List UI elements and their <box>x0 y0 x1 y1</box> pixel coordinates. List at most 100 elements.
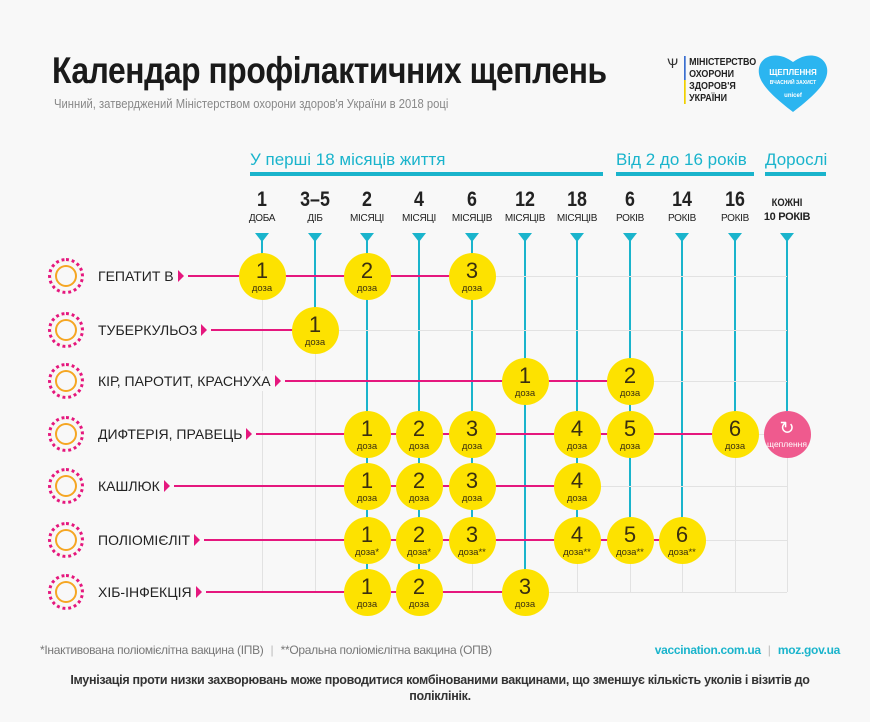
dose-label: доза <box>406 546 428 558</box>
dose-label: доза <box>354 546 376 558</box>
dose-label: доза <box>461 492 483 504</box>
dose-circle: 3 доза <box>501 568 549 616</box>
dose-footnote-mark: * <box>427 546 432 558</box>
ipv-footnote: *Інактивована поліомієлітна вакцина (ІПВ… <box>40 643 264 657</box>
page-title: Календар профілактичних щеплень <box>52 50 607 91</box>
column-header: 3–5 ДІБ <box>290 188 340 226</box>
dose-number: 2 <box>623 362 637 388</box>
arrow-icon <box>274 375 281 387</box>
dose-footnote-mark: ** <box>478 546 486 558</box>
column-value: 6 <box>467 188 477 211</box>
dose-circle: 6 доза** <box>658 516 706 564</box>
column-header: 4 МІСЯЦІ <box>394 188 444 226</box>
dose-circle: 3 доза <box>448 410 496 458</box>
dose-circle: 5 доза <box>606 410 654 458</box>
dose-circle: 1 доза* <box>343 516 391 564</box>
column-value: 12 <box>515 188 535 211</box>
column-header: 6 РОКІВ <box>605 188 655 226</box>
column-unit: РОКІВ <box>667 213 696 224</box>
column-marker-icon <box>412 233 426 242</box>
column-header: 12 МІСЯЦІВ <box>500 188 550 226</box>
dose-number: 4 <box>570 467 584 493</box>
dose-number: 5 <box>623 521 637 547</box>
dose-label: доза <box>408 440 430 452</box>
dose-number: 6 <box>675 521 689 547</box>
dose-number: 1 <box>255 257 269 283</box>
dose-number: 1 <box>360 521 374 547</box>
column-header: 1 ДОБА <box>237 188 287 226</box>
dose-label: доза <box>458 546 479 558</box>
disease-name: ГЕПАТИТ В <box>98 268 174 284</box>
dose-label: доза <box>461 282 483 294</box>
group-underline <box>250 172 603 176</box>
vaccination-link[interactable]: vaccination.com.ua <box>654 643 761 657</box>
arrow-icon <box>163 480 170 492</box>
dose-label: доза <box>566 440 588 452</box>
dose-circle: 4 доза** <box>553 516 601 564</box>
dose-label: доза <box>724 440 746 452</box>
dose-label: доза <box>251 282 273 294</box>
dose-label: доза <box>619 440 641 452</box>
dose-circle: 2 доза* <box>395 516 443 564</box>
column-marker-icon <box>465 233 479 242</box>
grid-line <box>100 329 787 331</box>
moz-link[interactable]: moz.gov.ua <box>777 643 840 657</box>
dose-number: 4 <box>570 521 584 547</box>
dose-circle: 1 доза <box>343 410 391 458</box>
dose-footnote-mark: ** <box>583 546 591 558</box>
column-timeline <box>786 240 788 434</box>
ministry-line: ЗДОРОВ'Я <box>689 80 736 92</box>
column-value: 14 <box>672 188 692 211</box>
column-timeline <box>314 240 316 330</box>
heart-logo-icon <box>758 55 828 112</box>
dose-label: доза <box>408 598 430 610</box>
group-underline <box>765 172 826 176</box>
group-label-adults: Дорослі <box>765 150 828 169</box>
column-marker-icon <box>780 233 794 242</box>
column-value: 16 <box>725 188 745 211</box>
ministry-logo: Ѱ МІНІСТЕРСТВО ОХОРОНИ ЗДОРОВ'Я УКРАЇНИ <box>667 56 769 104</box>
column-marker-icon <box>675 233 689 242</box>
column-unit: ДІБ <box>307 213 323 224</box>
dose-label: доза <box>566 492 588 504</box>
dose-number: 1 <box>518 362 532 388</box>
dose-footnote-mark: * <box>375 546 380 558</box>
disease-name: ПОЛІОМІЄЛІТ <box>98 532 191 548</box>
booster-circle: ↻ щеплення <box>763 410 811 458</box>
dose-label: доза <box>356 282 378 294</box>
disease-name: КІР, ПАРОТИТ, КРАСНУХА <box>98 373 271 389</box>
column-unit: РОКІВ <box>615 213 644 224</box>
trident-icon: Ѱ <box>667 55 679 71</box>
dose-number: 3 <box>518 573 532 599</box>
footer: *Інактивована поліомієлітна вакцина (ІПВ… <box>40 643 840 657</box>
column-unit: МІСЯЦІ <box>402 213 436 224</box>
ministry-line: УКРАЇНИ <box>689 92 728 104</box>
dose-number: 4 <box>570 415 584 441</box>
dose-number: 3 <box>465 467 479 493</box>
column-unit: ДОБА <box>248 213 276 224</box>
grid-line <box>261 250 263 592</box>
column-marker-icon <box>518 233 532 242</box>
disease-name: ХІБ-ІНФЕКЦІЯ <box>98 584 192 600</box>
ministry-line: ОХОРОНИ <box>689 68 735 80</box>
dose-footnote-mark: ** <box>636 546 644 558</box>
arrow-icon <box>177 270 184 282</box>
column-unit: МІСЯЦІВ <box>556 213 598 224</box>
dose-number: 1 <box>360 467 374 493</box>
column-marker-icon <box>728 233 742 242</box>
column-value: 3–5 <box>300 188 330 211</box>
arrow-icon <box>195 586 202 598</box>
disease-label: ДИФТЕРІЯ, ПРАВЕЦЬ <box>98 424 257 444</box>
arrow-icon <box>194 534 201 546</box>
column-header: 2 МІСЯЦІ <box>342 188 392 226</box>
column-timeline <box>576 240 578 540</box>
dose-number: 3 <box>465 257 479 283</box>
dose-number: 6 <box>728 415 742 441</box>
dose-circle: 2 доза <box>395 568 443 616</box>
dose-circle: 1 доза <box>343 462 391 510</box>
column-unit: МІСЯЦІВ <box>451 213 493 224</box>
dose-label: доза <box>514 387 536 399</box>
column-timeline <box>734 240 736 434</box>
row-timeline <box>100 380 630 382</box>
dose-number: 2 <box>360 257 374 283</box>
